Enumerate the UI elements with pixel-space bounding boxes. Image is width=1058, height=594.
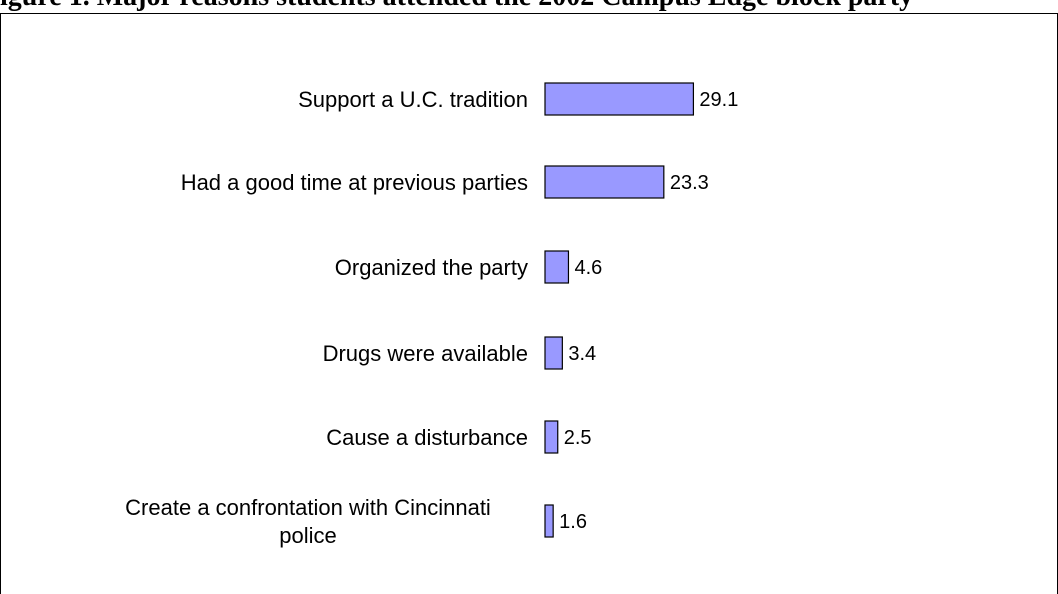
data-label-3: 3.4: [568, 343, 596, 365]
data-label-1: 23.3: [670, 172, 709, 194]
category-label-3: Drugs were available: [323, 341, 528, 366]
bar-4: [544, 420, 559, 454]
bar-1: [544, 165, 665, 199]
category-label-5: Create a confrontation with Cincinnati po…: [125, 495, 491, 548]
category-label-2-line-0: Organized the party: [335, 255, 528, 280]
category-label-0: Support a U.C. tradition: [298, 87, 528, 112]
category-label-2: Organized the party: [335, 255, 528, 280]
category-label-4-line-0: Cause a disturbance: [326, 425, 528, 450]
data-label-2: 4.6: [574, 257, 602, 279]
category-label-1: Had a good time at previous parties: [181, 170, 528, 195]
bar-2: [544, 250, 570, 284]
data-label-4: 2.5: [564, 427, 592, 449]
category-label-0-line-0: Support a U.C. tradition: [298, 87, 528, 112]
bar-5: [544, 504, 554, 538]
category-label-1-line-0: Had a good time at previous parties: [181, 170, 528, 195]
bar-3: [544, 336, 563, 370]
category-label-3-line-0: Drugs were available: [323, 341, 528, 366]
category-label-4: Cause a disturbance: [326, 425, 528, 450]
bar-0: [544, 82, 695, 116]
category-label-5-line-1: police: [279, 523, 336, 548]
data-label-0: 29.1: [699, 89, 738, 111]
category-label-5-line-0: Create a confrontation with Cincinnati: [125, 495, 491, 520]
chart-title-clipped: igure 1. Major reasons students attended…: [0, 0, 1058, 14]
data-label-5: 1.6: [559, 511, 587, 533]
